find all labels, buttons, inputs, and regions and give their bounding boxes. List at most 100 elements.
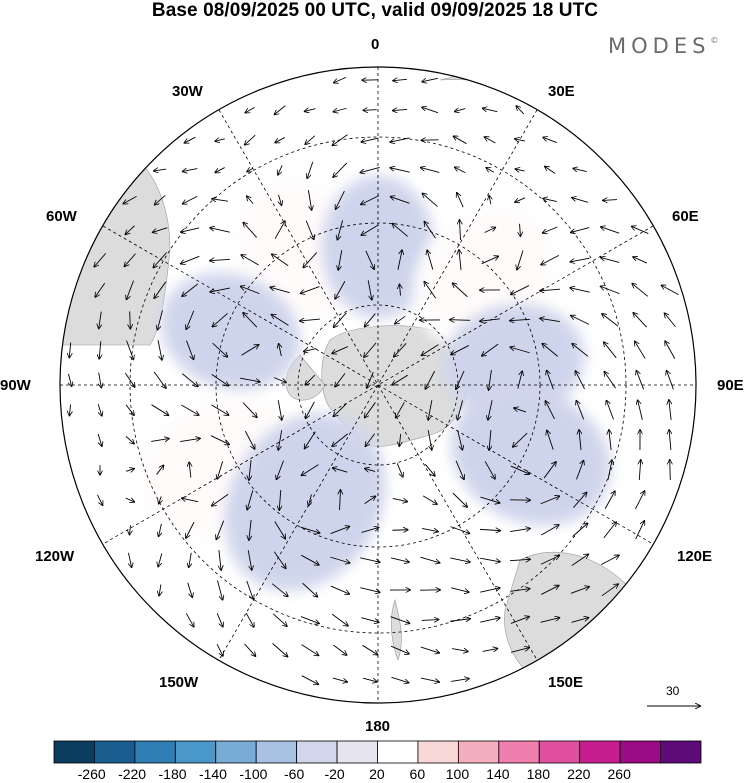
wind-vector — [249, 520, 251, 540]
wind-vector — [456, 370, 465, 389]
map-title: Base 08/09/2025 00 UTC, valid 09/09/2025… — [151, 0, 599, 21]
wind-vector — [245, 612, 254, 627]
wind-vector — [572, 198, 589, 203]
wind-vector — [392, 530, 407, 531]
wind-vector — [332, 346, 349, 354]
wind-vector — [601, 227, 620, 234]
wind-vector — [391, 676, 408, 682]
wind-vector — [97, 494, 102, 505]
wind-vector — [460, 220, 461, 241]
wind-vector — [603, 200, 617, 201]
wind-vector — [159, 584, 161, 595]
colorbar-label: -100 — [239, 766, 268, 782]
wind-vector — [457, 193, 464, 208]
wind-vector — [540, 318, 560, 323]
wind-vector — [601, 286, 620, 295]
wind-vector — [451, 587, 468, 592]
brand-text: MODES — [608, 34, 711, 58]
colorbar-label: -220 — [118, 766, 147, 782]
wind-vector — [479, 529, 500, 530]
wind-vector — [278, 165, 283, 174]
wind-vector — [212, 342, 228, 357]
wind-vector — [424, 282, 437, 299]
wind-vector — [665, 313, 676, 328]
wind-vector — [334, 312, 347, 327]
wind-vector — [363, 110, 377, 111]
wind-vector — [392, 374, 408, 385]
wind-vector — [485, 137, 496, 144]
wind-vector — [425, 370, 436, 389]
wind-vector — [510, 528, 530, 532]
wind-vector — [361, 224, 379, 235]
wind-vector — [454, 136, 467, 145]
wind-vector — [124, 372, 134, 387]
wind-vector — [300, 616, 319, 624]
wind-vector — [451, 679, 469, 682]
wind-vector — [181, 373, 197, 387]
wind-vector — [396, 402, 405, 417]
lon-label-180: 180 — [365, 718, 391, 735]
wind-vector — [210, 259, 231, 260]
wind-vector — [95, 282, 106, 297]
wind-vector — [270, 287, 290, 294]
wind-vector — [247, 196, 254, 205]
wind-vector — [275, 105, 286, 115]
wind-vector — [305, 220, 314, 240]
wind-vector — [665, 341, 676, 359]
wind-vector — [247, 168, 254, 171]
wind-vector — [217, 461, 224, 479]
wind-vector — [576, 461, 584, 480]
wind-vector — [216, 643, 223, 656]
wind-vector — [153, 227, 168, 233]
wind-vector — [300, 526, 319, 533]
wind-vector — [482, 343, 499, 356]
wind-vector — [421, 168, 440, 173]
wind-vector — [272, 613, 287, 626]
wind-vector — [489, 429, 491, 450]
wind-vector — [212, 313, 228, 326]
wind-vector — [390, 557, 409, 562]
wind-vector — [154, 169, 167, 171]
wind-vector — [604, 491, 615, 509]
wind-vector — [361, 528, 379, 533]
wind-vector — [480, 319, 500, 321]
wind-vector — [450, 619, 470, 622]
wind-vector — [212, 493, 229, 506]
wind-vector — [279, 489, 281, 510]
colorbar-box — [255, 740, 298, 764]
wind-vector — [330, 585, 349, 594]
wind-vector — [484, 461, 495, 478]
wind-vector — [541, 586, 558, 595]
wind-vector — [420, 646, 439, 653]
colorbar-box — [174, 740, 217, 764]
wind-vector — [428, 400, 433, 420]
wind-vector — [245, 134, 256, 145]
wind-vector — [421, 527, 438, 531]
wind-vector — [427, 250, 434, 270]
wind-vector — [365, 250, 374, 269]
wind-vector — [633, 313, 647, 328]
wind-vector — [307, 161, 314, 178]
wind-vector — [480, 588, 500, 593]
wind-vector — [279, 194, 282, 205]
wind-vector — [509, 559, 530, 560]
wind-vector — [186, 521, 195, 538]
wind-vector — [543, 462, 556, 479]
wind-vector — [570, 257, 590, 262]
wind-vector — [520, 223, 521, 236]
wind-vector — [335, 281, 346, 298]
wind-vector — [571, 316, 590, 325]
lon-label-120w: 120W — [35, 548, 75, 565]
wind-vector — [482, 649, 498, 652]
lon-label-120e: 120E — [677, 548, 713, 565]
wind-vector — [390, 168, 410, 173]
wind-vector — [184, 136, 196, 143]
wind-vector — [543, 198, 557, 201]
wind-vector — [670, 460, 671, 481]
wind-vector — [126, 280, 134, 300]
wind-vector — [361, 617, 379, 623]
wind-vector — [579, 430, 581, 450]
new-zealand-land — [390, 598, 402, 661]
wind-vector — [246, 580, 253, 599]
wind-vector — [309, 494, 312, 505]
